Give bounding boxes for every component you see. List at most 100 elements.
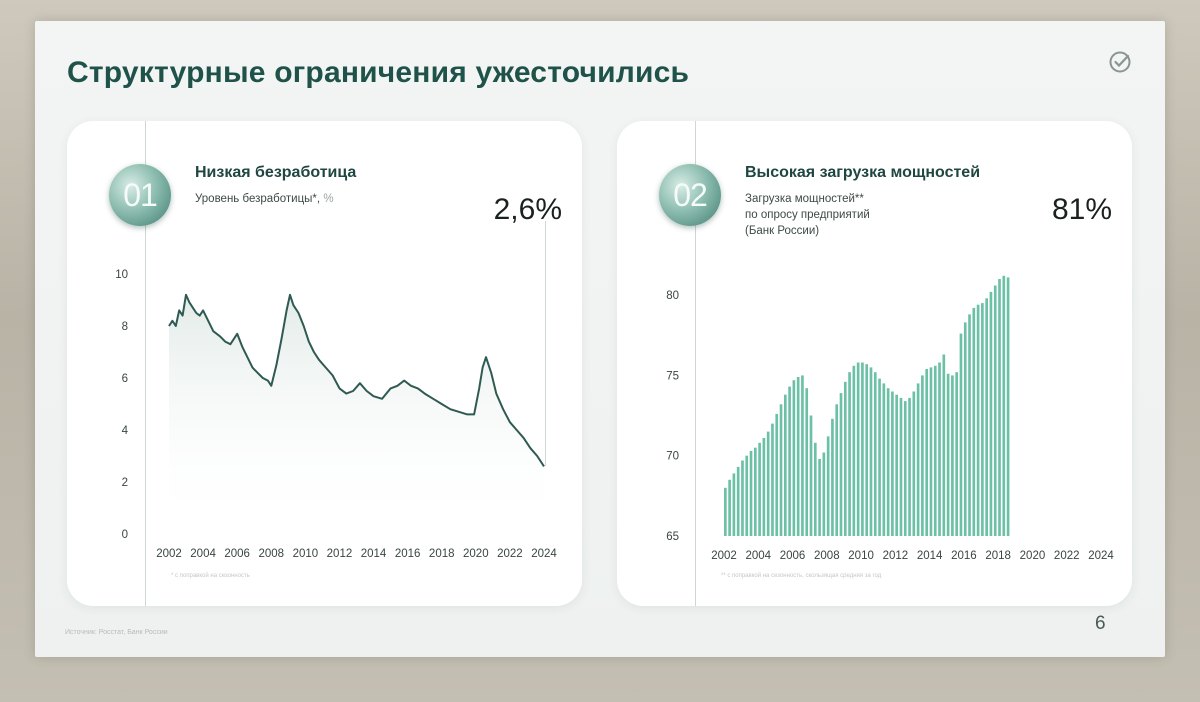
bar <box>925 369 929 536</box>
x-tick-label: 2014 <box>917 550 943 562</box>
x-tick-label: 2016 <box>951 550 977 562</box>
bar <box>766 431 770 536</box>
subtitle-line: Загрузка мощностей** <box>745 193 864 205</box>
bar <box>916 383 920 536</box>
bar <box>822 452 826 536</box>
y-tick-label: 8 <box>122 321 128 333</box>
bar <box>775 413 779 536</box>
bar <box>805 388 809 536</box>
y-tick-label: 2 <box>122 477 128 489</box>
x-tick-label: 2006 <box>780 550 806 562</box>
divider-line <box>145 121 146 606</box>
bar <box>779 404 783 536</box>
x-tick-label: 2010 <box>848 550 874 562</box>
bar <box>903 401 907 536</box>
bar <box>899 397 903 536</box>
y-tick-label: 65 <box>666 531 679 543</box>
bar <box>736 466 740 536</box>
x-tick-label: 2018 <box>985 550 1011 562</box>
bar <box>998 279 1001 536</box>
card-number-badge: 02 <box>659 164 721 226</box>
bar <box>1002 275 1006 536</box>
bar <box>796 377 800 536</box>
x-tick-label: 2020 <box>463 548 489 560</box>
bar <box>861 362 864 536</box>
y-tick-label: 70 <box>666 451 679 463</box>
card-title: Высокая загрузка мощностей <box>745 164 981 181</box>
bar <box>908 397 911 536</box>
bar <box>856 362 860 536</box>
subtitle-line: по опросу предприятий <box>745 209 870 221</box>
page-number: 6 <box>1095 613 1106 634</box>
current-value: 81% <box>1051 193 1112 226</box>
bar <box>788 386 791 536</box>
bar <box>835 404 839 536</box>
x-tick-label: 2002 <box>711 550 737 562</box>
bar <box>882 383 886 536</box>
x-tick-label: 2008 <box>258 548 284 560</box>
bar <box>959 333 963 536</box>
y-tick-label: 80 <box>666 290 679 302</box>
slide: Структурные ограничения ужесточились 01 … <box>35 21 1165 657</box>
x-tick-label: 2012 <box>883 550 909 562</box>
unemployment-card: 01 Низкая безработица Уровень безработиц… <box>67 121 582 606</box>
bar <box>762 438 766 536</box>
bar <box>758 442 761 536</box>
bar <box>771 423 774 536</box>
bar <box>826 436 830 536</box>
x-tick-label: 2018 <box>429 548 455 560</box>
bar <box>955 372 958 536</box>
y-tick-label: 4 <box>122 425 129 437</box>
bar <box>976 304 980 536</box>
check-circle-icon <box>1109 51 1131 73</box>
bar <box>942 354 946 536</box>
bar <box>921 375 924 536</box>
bar <box>946 373 950 536</box>
bar <box>963 322 967 536</box>
bar <box>951 375 954 536</box>
unit-label: % <box>323 193 334 205</box>
y-tick-label: 0 <box>122 529 128 541</box>
x-tick-label: 2016 <box>395 548 421 560</box>
bar <box>865 364 869 536</box>
x-tick-label: 2014 <box>361 548 387 560</box>
bar <box>972 307 976 536</box>
slide-title: Структурные ограничения ужесточились <box>67 56 690 89</box>
latest-marker-line <box>545 221 546 466</box>
x-tick-label: 2022 <box>497 548 523 560</box>
bar <box>912 391 916 536</box>
bar <box>878 378 881 536</box>
bar <box>745 455 749 536</box>
x-tick-label: 2004 <box>745 550 771 562</box>
bar <box>783 394 787 536</box>
bar <box>985 298 988 536</box>
bar <box>989 291 993 536</box>
subtitle-line: (Банк России) <box>745 225 820 237</box>
footnote: ** с поправкой на сезонность, скользящая… <box>721 573 882 579</box>
bar <box>801 375 804 536</box>
bar <box>843 381 847 536</box>
bar <box>728 479 731 536</box>
x-tick-label: 2008 <box>814 550 840 562</box>
area-fill <box>169 294 544 534</box>
divider-line <box>695 121 696 606</box>
bar <box>809 415 813 536</box>
card-subtitle: Загрузка мощностей** по опросу предприят… <box>745 191 870 239</box>
series-line <box>168 293 545 467</box>
bar <box>732 473 736 536</box>
x-tick-label: 2020 <box>1020 550 1046 562</box>
bar <box>891 391 894 536</box>
bar <box>852 365 856 536</box>
bar <box>753 447 757 536</box>
bar <box>818 458 821 536</box>
unemployment-chart: 0 2 4 6 8 10 2002 2004 2006 2008 2010 2012 2014 2016 2… <box>115 269 557 560</box>
bar <box>869 367 873 536</box>
card-number-badge: 01 <box>109 164 171 226</box>
bar <box>792 380 796 536</box>
bar <box>724 487 727 536</box>
current-value: 2,6% <box>493 193 562 226</box>
bar <box>993 285 997 536</box>
source-note: Источник: Росстат, Банк России <box>65 629 168 636</box>
bar <box>1006 277 1010 536</box>
x-tick-label: 2010 <box>293 548 319 560</box>
